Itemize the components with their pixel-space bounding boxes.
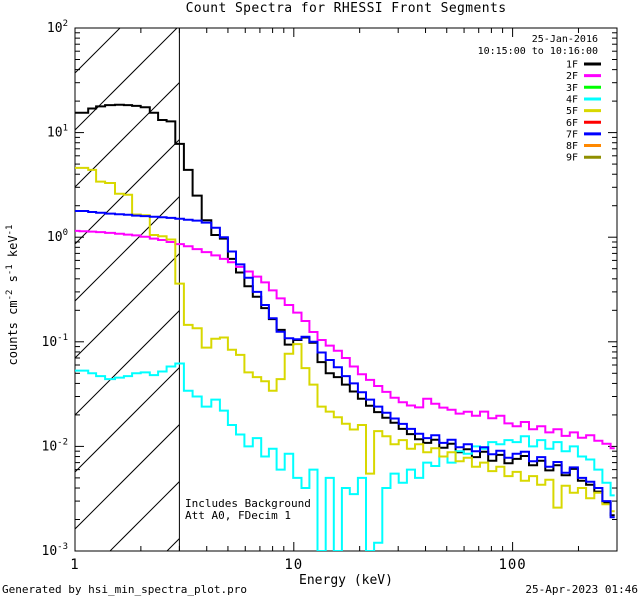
y-axis-label: counts cm-2 s-1 keV-1	[5, 225, 20, 366]
hatch-line	[109, 480, 180, 551]
hatch-line	[75, 423, 180, 530]
legend-label-8F: 8F	[566, 141, 578, 152]
hatch-line	[75, 28, 178, 131]
legend-item-9F: 9F	[566, 153, 601, 164]
hatch-line	[75, 138, 180, 245]
series-4F-curve	[75, 362, 615, 551]
legend-item-2F: 2F	[566, 71, 601, 82]
legend-label-7F: 7F	[566, 129, 578, 140]
curves-group	[75, 103, 615, 551]
hatch-line	[75, 81, 180, 188]
legend-label-3F: 3F	[566, 83, 578, 94]
legend-item-5F: 5F	[566, 106, 601, 117]
hatch-line	[75, 28, 121, 74]
x-tick-label: 100	[498, 557, 526, 573]
y-tick-label: 100	[47, 228, 68, 245]
legend-label-1F: 1F	[566, 60, 578, 71]
y-tick-label: 10-3	[42, 542, 69, 559]
y-tick-label: 102	[47, 19, 68, 36]
y-tick-label: 10-2	[42, 437, 69, 454]
legend-label-6F: 6F	[566, 118, 578, 129]
footer-generator: Generated by hsi_min_spectra_plot.pro	[2, 583, 248, 596]
observation-date: 25-Jan-2016	[531, 34, 598, 45]
legend-item-1F: 1F	[566, 60, 601, 71]
legend-label-2F: 2F	[566, 71, 578, 82]
x-tick-label: 1	[70, 557, 79, 573]
chart-title: Count Spectra for RHESSI Front Segments	[185, 1, 507, 16]
legend-label-4F: 4F	[566, 94, 578, 105]
hatch-line	[75, 309, 180, 416]
hatch-line	[75, 252, 180, 359]
legend-item-6F: 6F	[566, 118, 601, 129]
legend-item-8F: 8F	[566, 141, 601, 152]
y-tick-label: 10-1	[42, 333, 69, 350]
y-tick-label: 101	[47, 124, 68, 141]
legend-item-3F: 3F	[566, 83, 601, 94]
series-7F-curve	[75, 210, 615, 519]
observation-time-range: 10:15:00 to 10:16:00	[477, 46, 598, 57]
axis-ticks	[74, 27, 618, 552]
legend-label-9F: 9F	[566, 153, 578, 164]
note-attenuator-state: Att A0, FDecim 1	[185, 509, 291, 522]
legend-label-5F: 5F	[566, 106, 578, 117]
hatch-line	[75, 195, 180, 302]
plot-frame	[74, 27, 618, 552]
hatched-cutoff-region	[75, 28, 180, 551]
note-includes-background: Includes Background	[185, 497, 311, 510]
series-1F-curve	[75, 103, 615, 517]
legend-item-7F: 7F	[566, 129, 601, 140]
legend-item-4F: 4F	[566, 94, 601, 105]
series-2F-curve	[75, 229, 615, 450]
hatch-line	[75, 366, 180, 473]
series-5F-curve	[75, 166, 615, 513]
x-axis-label: Energy (keV)	[299, 573, 393, 588]
x-tick-label: 10	[284, 557, 303, 573]
footer-timestamp: 25-Apr-2023 01:46	[525, 583, 638, 596]
